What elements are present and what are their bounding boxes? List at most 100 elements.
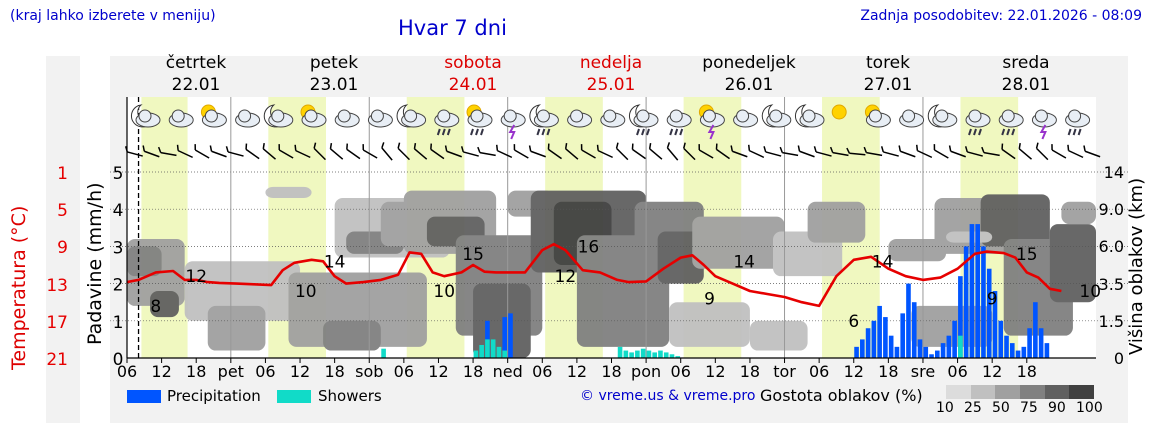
rain-drops	[470, 128, 484, 136]
wind-barb	[346, 143, 361, 160]
x-tick-label: 12	[151, 362, 171, 381]
barb-shaft	[917, 149, 933, 159]
precipitation-bar	[888, 335, 894, 358]
barb-shaft	[514, 149, 529, 159]
cloud-height-tick-label: 0	[1114, 349, 1124, 368]
precipitation-bar	[854, 346, 859, 358]
barb-feather	[176, 144, 179, 151]
wind-barb	[863, 146, 883, 157]
cloud-puff	[802, 109, 816, 123]
precip-tick-label: 5	[113, 164, 124, 184]
wind-barb	[631, 143, 646, 160]
barb-feather	[294, 144, 297, 151]
cloud-puff	[271, 109, 285, 123]
barb-feather	[829, 146, 834, 153]
rain-partly-sunny-icon	[466, 104, 493, 136]
precip-tick-label: 2	[113, 276, 124, 296]
barb-shaft	[597, 149, 613, 159]
wind-barb	[898, 145, 916, 158]
barb-shaft	[950, 150, 966, 158]
density-level-label: 75	[1020, 400, 1038, 416]
barb-feather	[1067, 144, 1070, 151]
barb-feather	[245, 143, 248, 150]
copyright-link[interactable]: © vreme.us & vreme.pro	[580, 388, 756, 404]
shower-bar	[623, 350, 629, 358]
cloud-puff	[868, 109, 882, 123]
wind-barb	[813, 146, 832, 157]
partly-sunny-icon	[864, 104, 891, 128]
temperature-tick-label: 9	[57, 238, 68, 258]
barb-feather	[666, 142, 671, 149]
rain-drops	[1067, 128, 1082, 136]
cloud-blob	[1061, 201, 1096, 225]
temperature-value-label: 12	[185, 267, 207, 287]
cloudy-icon	[235, 109, 261, 128]
cloud-puff	[470, 109, 484, 123]
day-name: ponedeljek	[702, 53, 796, 73]
precipitation-bar	[900, 313, 906, 358]
precip-tick-label: 4	[113, 201, 124, 221]
precipitation-bar	[946, 335, 952, 358]
temperature-value-label: 12	[555, 267, 577, 287]
cloud-puff	[138, 109, 152, 123]
wind-barb	[1018, 142, 1033, 160]
barb-feather	[933, 144, 936, 151]
barb-feather	[397, 142, 401, 149]
barb-shaft	[1001, 148, 1016, 160]
density-swatch	[1019, 385, 1045, 399]
wind-barb	[747, 144, 765, 159]
night-light-rain-icon	[529, 104, 559, 136]
precipitation-bar	[1033, 302, 1038, 358]
wind-barb	[1001, 143, 1016, 160]
temperature-value-label: 6	[848, 312, 859, 332]
temperature-line	[126, 242, 1062, 308]
cloud-puff	[603, 109, 617, 123]
cloud-puff	[204, 109, 218, 123]
temperature-value-label: 14	[324, 252, 346, 272]
night-cloudy-icon	[927, 104, 958, 128]
thunderstorm-partly-sunny-icon	[698, 104, 725, 140]
wind-barb	[142, 145, 160, 158]
temperature-value-label: 10	[1079, 282, 1101, 302]
precipitation-bar	[975, 224, 980, 358]
shower-bar	[473, 350, 479, 358]
cloud-puff	[769, 109, 783, 123]
density-level-label: 90	[1048, 400, 1066, 416]
wind-barb	[1051, 144, 1067, 159]
x-tick-label: pon	[631, 362, 661, 381]
wind-barb	[209, 145, 227, 158]
cloud-puff	[736, 109, 750, 123]
barb-shaft	[1084, 150, 1101, 158]
precipitation-legend-swatch	[127, 390, 161, 403]
cloud-puff	[636, 109, 650, 123]
cloud-density-legend-title: Gostota oblakov (%)	[760, 386, 923, 405]
barb-feather	[547, 143, 550, 150]
shower-bar	[646, 350, 652, 358]
day-name: torek	[866, 53, 910, 73]
rain-drops	[436, 128, 451, 136]
wind-barb	[460, 146, 479, 157]
barb-shaft	[782, 151, 799, 157]
wind-barb	[964, 146, 983, 157]
temperature-value-label: 14	[872, 252, 894, 272]
x-tick-label: sob	[355, 362, 383, 381]
precipitation-bar	[877, 305, 882, 358]
barb-feather	[225, 146, 229, 153]
daylight-band	[141, 97, 188, 358]
temperature-value-label: 14	[733, 252, 755, 272]
barb-feather	[413, 142, 417, 149]
temperature-value-label: 10	[295, 282, 317, 302]
x-tick-label: 12	[844, 362, 864, 381]
showers-legend-label: Showers	[318, 387, 382, 405]
barb-feather	[615, 142, 619, 149]
precipitation-bar	[911, 302, 917, 358]
cloud-blob	[323, 320, 381, 351]
temperature-tick-label: 17	[46, 313, 68, 333]
barb-shaft	[278, 149, 294, 159]
density-level-label: 100	[1076, 400, 1103, 416]
barb-feather	[1001, 143, 1004, 150]
x-tick-label: sre	[911, 362, 935, 381]
day-name: sobota	[444, 53, 502, 73]
wind-barb	[846, 147, 866, 156]
wind-barb	[596, 144, 613, 159]
